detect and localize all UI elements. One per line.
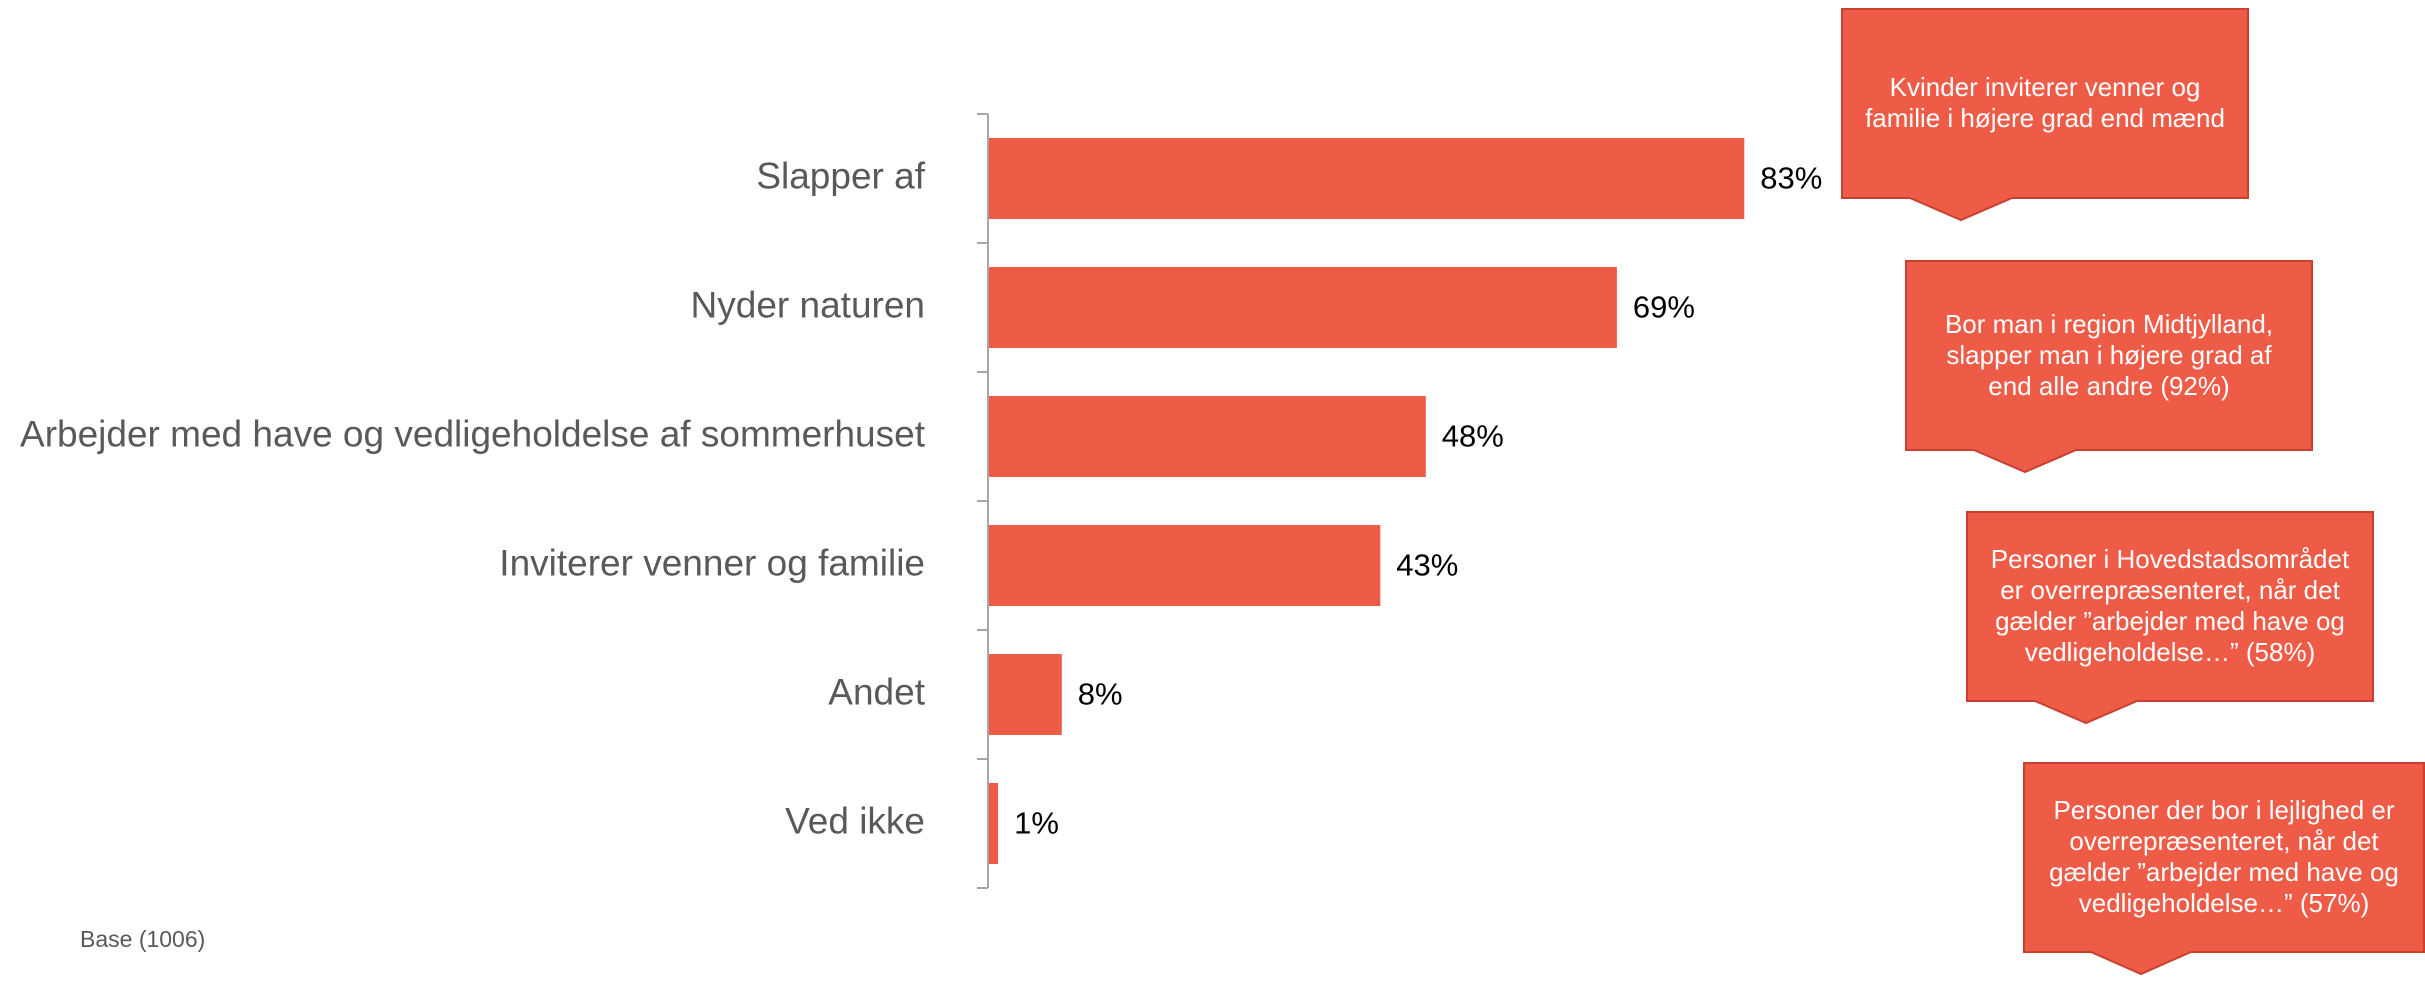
bar [989,525,1381,606]
category-label: Ved ikke [785,800,925,841]
bar [989,654,1062,735]
value-labels: 83% 69% 48% 43% 8% 1% [1014,161,1822,841]
category-label: Nyder naturen [691,284,925,325]
bar [989,267,1617,348]
bar [989,396,1426,477]
value-label: 43% [1396,548,1458,583]
value-label: 83% [1760,161,1822,196]
callout-text: Personer der bor i lejlighed er overrepr… [2049,795,2399,918]
base-footnote: Base (1006) [80,926,206,952]
bar [989,138,1745,219]
callout-text: Personer i Hovedstadsområdet er overrepr… [1990,544,2350,667]
value-label: 69% [1633,290,1695,325]
category-label: Inviterer venner og familie [499,542,925,583]
callout-shape [1905,260,2313,474]
axis-ticks [977,113,988,889]
category-label: Slapper af [756,155,925,196]
value-label: 1% [1014,806,1059,841]
bars [989,138,1745,864]
callout-shape [1841,8,2249,222]
callout-hovedstaden: Personer i Hovedstadsområdet er overrepr… [1966,511,2374,725]
callout-shape [1966,511,2374,725]
category-label: Arbejder med have og vedligeholdelse af … [20,413,926,454]
callout-text: Bor man i region Midtjylland, slapper ma… [1944,308,2274,401]
value-label: 8% [1078,677,1123,712]
callout-lejlighed: Personer der bor i lejlighed er overrepr… [2023,762,2425,976]
callout-women-invite: Kvinder inviterer venner og familie i hø… [1841,8,2249,222]
callout-text: Kvinder inviterer venner og familie i hø… [1865,72,2225,133]
callout-midtjylland: Bor man i region Midtjylland, slapper ma… [1905,260,2313,474]
category-label: Andet [828,671,925,712]
category-labels: Slapper af Nyder naturen Arbejder med have… [20,155,926,841]
bar [989,783,999,864]
callout-shape [2023,762,2425,976]
value-label: 48% [1442,419,1504,454]
